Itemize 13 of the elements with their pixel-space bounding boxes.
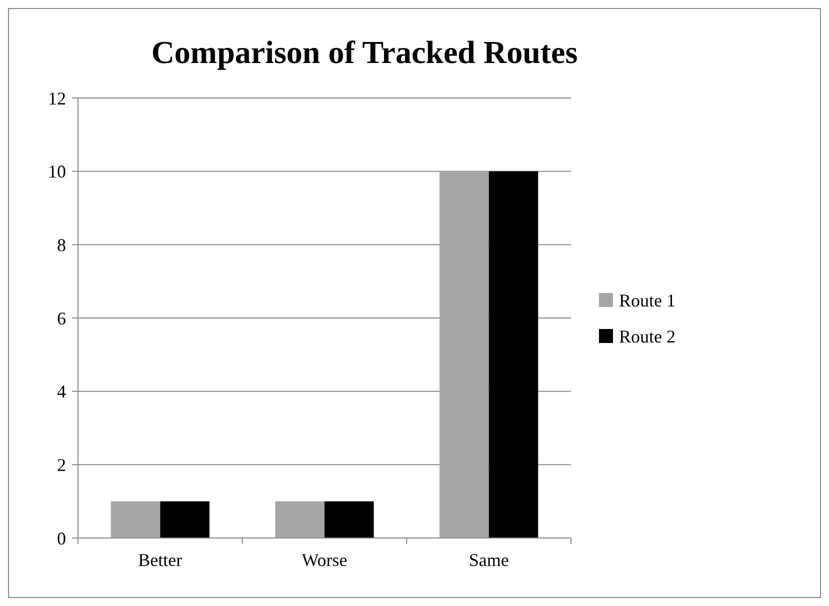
y-tick-label: 10: [48, 162, 66, 182]
y-tick-label: 2: [57, 454, 66, 475]
y-tick-label: 12: [48, 88, 66, 108]
chart-title: Comparison of Tracked Routes: [151, 34, 578, 70]
legend-label: Route 1: [619, 290, 676, 310]
y-tick-label: 8: [57, 234, 66, 255]
x-tick-label: Same: [468, 550, 509, 570]
y-tick-label: 4: [57, 382, 66, 402]
x-tick-label: Worse: [302, 550, 348, 570]
legend-label: Route 2: [619, 326, 676, 346]
y-tick-label: 6: [57, 308, 66, 328]
x-tick-label: Better: [138, 550, 182, 570]
y-tick-label: 0: [57, 528, 66, 548]
